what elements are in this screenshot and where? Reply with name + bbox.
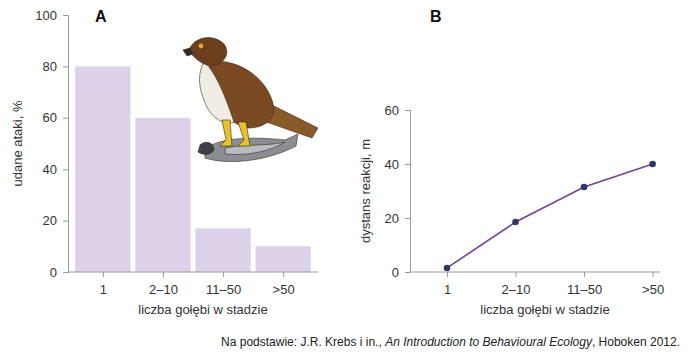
y-tick: 20 bbox=[43, 213, 68, 228]
marker bbox=[581, 184, 588, 191]
y-tick: 80 bbox=[43, 59, 68, 74]
y-tick: 60 bbox=[43, 110, 68, 125]
hawk-eye bbox=[199, 44, 204, 49]
tick-label: 20 bbox=[385, 211, 399, 226]
source-text: , Hoboken 2012. bbox=[592, 335, 680, 349]
x-axis: 1 2–10 11–50 >50 bbox=[68, 272, 318, 297]
tick-label: 11–50 bbox=[206, 282, 241, 297]
bar bbox=[75, 66, 130, 272]
chart-title: B bbox=[430, 8, 442, 25]
hawk-leg bbox=[238, 122, 250, 146]
tick-label: 60 bbox=[43, 110, 57, 125]
tick-mark bbox=[63, 221, 68, 222]
tick-label: 40 bbox=[43, 162, 57, 177]
tick-label: >50 bbox=[642, 282, 664, 297]
tick-mark bbox=[405, 218, 410, 219]
x-tick: 1 bbox=[444, 272, 451, 297]
tick-label: 40 bbox=[385, 157, 399, 172]
tick-mark bbox=[584, 272, 585, 277]
tick-mark bbox=[405, 110, 410, 111]
tick-mark bbox=[653, 272, 654, 277]
marker bbox=[512, 219, 519, 226]
tick-mark bbox=[63, 169, 68, 170]
chart-title: A bbox=[95, 8, 107, 25]
tick-mark bbox=[163, 272, 164, 277]
marker bbox=[444, 265, 451, 272]
x-axis: 1 2–10 11–50 >50 bbox=[410, 272, 664, 297]
tick-mark bbox=[516, 272, 517, 277]
bar bbox=[256, 246, 311, 272]
y-axis-title: udane ataki, % bbox=[10, 100, 25, 186]
hawk-beak bbox=[183, 48, 193, 56]
source-title: An Introduction to Behavioural Ecology bbox=[384, 335, 593, 349]
axis-line bbox=[68, 272, 318, 273]
source-text: Na podstawie: J.R. Krebs i in., bbox=[221, 335, 385, 349]
tick-label: 2–10 bbox=[149, 282, 178, 297]
x-tick: 1 bbox=[100, 272, 107, 297]
tick-label: 80 bbox=[43, 59, 57, 74]
tick-mark bbox=[103, 272, 104, 277]
tick-label: 11–50 bbox=[567, 282, 602, 297]
tick-label: 0 bbox=[392, 265, 399, 280]
y-tick: 40 bbox=[385, 157, 410, 172]
tick-mark bbox=[63, 118, 68, 119]
figure: 0 20 40 60 80 100 1 2–10 11–50 >50 Audane ataki, %… bbox=[0, 0, 688, 355]
tick-label: 100 bbox=[35, 8, 57, 23]
tick-mark bbox=[223, 272, 224, 277]
x-tick: >50 bbox=[642, 272, 664, 297]
y-tick: 60 bbox=[385, 103, 410, 118]
pigeon-body bbox=[205, 134, 298, 162]
tick-label: 1 bbox=[100, 282, 107, 297]
hawk-illustration bbox=[183, 38, 318, 162]
source-note: Na podstawie: J.R. Krebs i in., An Intro… bbox=[221, 335, 680, 349]
y-tick: 100 bbox=[35, 8, 68, 23]
y-axis: 0 20 40 60 80 100 bbox=[35, 8, 68, 280]
tick-mark bbox=[63, 272, 68, 273]
x-axis-title: liczba gołębi w stadzie bbox=[138, 302, 267, 317]
y-tick: 0 bbox=[392, 265, 410, 280]
y-axis: 0 20 40 60 bbox=[385, 103, 411, 280]
hawk-head bbox=[190, 38, 227, 66]
x-tick: 2–10 bbox=[149, 272, 178, 297]
pigeon-head bbox=[198, 142, 214, 154]
axis-line bbox=[405, 111, 411, 273]
plot-area bbox=[75, 66, 311, 272]
tick-label: 0 bbox=[50, 265, 57, 280]
tick-label: >50 bbox=[273, 282, 295, 297]
tick-mark bbox=[447, 272, 448, 277]
x-axis-title: liczba gołębi w stadzie bbox=[480, 302, 609, 317]
marker bbox=[649, 161, 656, 168]
bar bbox=[195, 228, 250, 272]
tick-label: 2–10 bbox=[502, 282, 531, 297]
axis-line bbox=[63, 16, 69, 273]
tick-mark bbox=[405, 164, 410, 165]
tick-mark bbox=[63, 15, 68, 16]
tick-mark bbox=[63, 66, 68, 67]
x-tick: 11–50 bbox=[206, 272, 241, 297]
chart-1: 0 20 40 60 1 2–10 11–50 >50 Bdystans reakcji, m l… bbox=[358, 8, 664, 317]
y-axis-title: dystans reakcji, m bbox=[358, 139, 373, 243]
x-tick: 2–10 bbox=[502, 272, 531, 297]
hawk-leg bbox=[220, 120, 232, 146]
plot-area bbox=[444, 161, 656, 272]
tick-mark bbox=[405, 272, 410, 273]
line bbox=[447, 164, 653, 268]
x-tick: 11–50 bbox=[567, 272, 602, 297]
x-tick: >50 bbox=[273, 272, 295, 297]
y-tick: 20 bbox=[385, 211, 410, 226]
tick-label: 20 bbox=[43, 213, 57, 228]
hawk-chest bbox=[200, 62, 235, 123]
pigeon-wing bbox=[225, 142, 285, 155]
tick-label: 1 bbox=[444, 282, 451, 297]
y-tick: 0 bbox=[50, 265, 68, 280]
tick-mark bbox=[283, 272, 284, 277]
tick-label: 60 bbox=[385, 103, 399, 118]
chart-0: 0 20 40 60 80 100 1 2–10 11–50 >50 Audane ataki, %… bbox=[10, 8, 318, 317]
y-tick: 40 bbox=[43, 162, 68, 177]
bar bbox=[135, 118, 190, 272]
